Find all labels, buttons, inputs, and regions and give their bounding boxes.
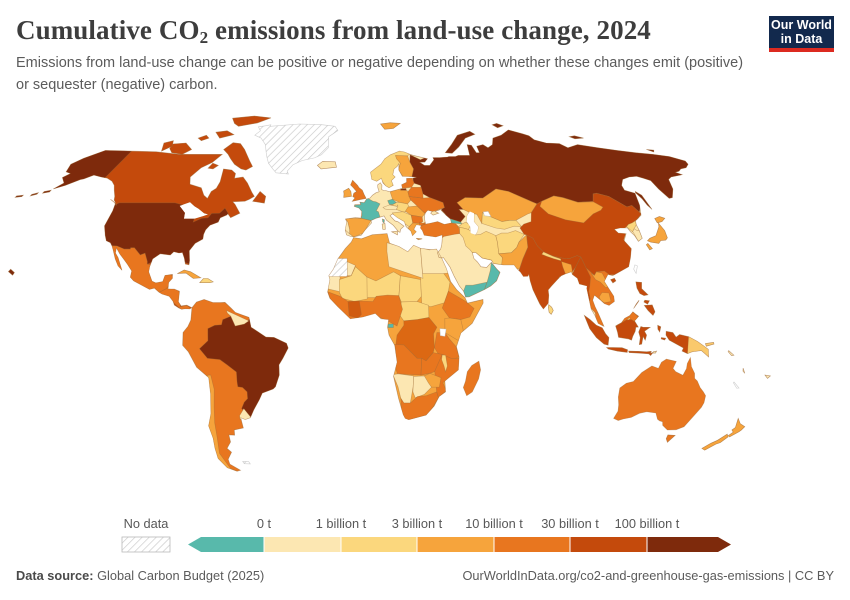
svg-text:3 billion t: 3 billion t [392,516,443,531]
svg-text:30 billion t: 30 billion t [541,516,599,531]
svg-text:10 billion t: 10 billion t [465,516,523,531]
svg-text:No data: No data [124,516,170,531]
svg-text:0 t: 0 t [257,516,272,531]
svg-text:1 billion t: 1 billion t [316,516,367,531]
svg-text:100 billion t: 100 billion t [615,516,680,531]
